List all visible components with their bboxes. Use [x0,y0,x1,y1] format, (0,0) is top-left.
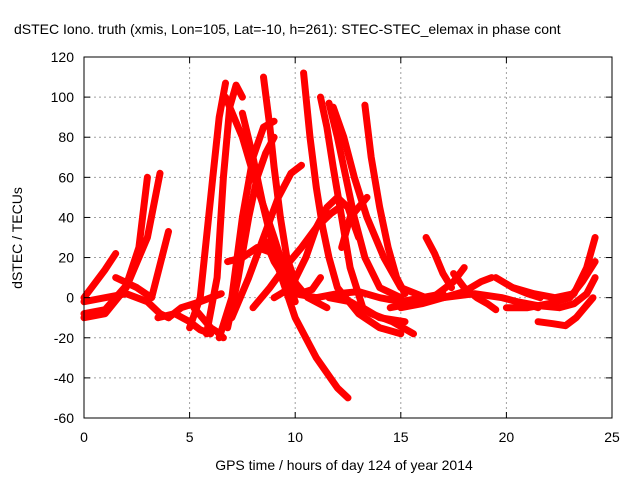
series-9-line [203,81,246,338]
y-tick-label: 80 [58,129,74,145]
series-37-line [513,274,599,312]
y-tick-label: 100 [51,89,75,105]
x-tick-label: 25 [604,429,620,445]
series-25-line [361,101,409,298]
chart-title: dSTEC Iono. truth (xmis, Lon=105, Lat=-1… [14,21,561,37]
series-1-line [80,250,120,302]
y-tick-label: -20 [54,330,74,346]
x-axis-label: GPS time / hours of day 124 of year 2014 [215,457,473,473]
series-12-line [224,133,278,332]
series-8-line [186,79,229,332]
y-tick-labels: -60 -40 -20 0 20 40 60 80 100 120 [51,49,75,426]
y-tick-label: 20 [58,250,74,266]
series-38-line [534,294,597,330]
x-tick-label: 15 [393,429,409,445]
y-tick-label: 0 [66,290,74,306]
x-tick-label: 10 [287,429,303,445]
x-tick-label: 0 [80,429,88,445]
series-32-line [450,270,500,314]
y-tick-label: -40 [54,370,74,386]
series-3-line [80,169,164,322]
series-29-line [422,234,455,292]
y-tick-label: 60 [58,169,74,185]
series-36-line [502,258,599,312]
series-26-line [338,193,371,251]
x-tick-labels: 0 5 10 15 20 25 [80,429,620,445]
y-tick-label: -60 [54,410,74,426]
series-35-line [509,234,599,302]
grid [84,57,612,418]
x-tick-label: 20 [499,429,515,445]
y-tick-label: 40 [58,209,74,225]
series-19-line [249,203,344,312]
series-layer [80,69,599,402]
y-axis-label: dSTEC / TECUs [9,187,25,289]
axis-ticks [83,56,613,419]
series-4-line [112,228,172,302]
plot-frame [83,56,613,419]
x-tick-label: 5 [186,429,194,445]
y-tick-label: 120 [51,49,75,65]
series-21-line [300,69,405,338]
series-27-line [325,294,417,338]
